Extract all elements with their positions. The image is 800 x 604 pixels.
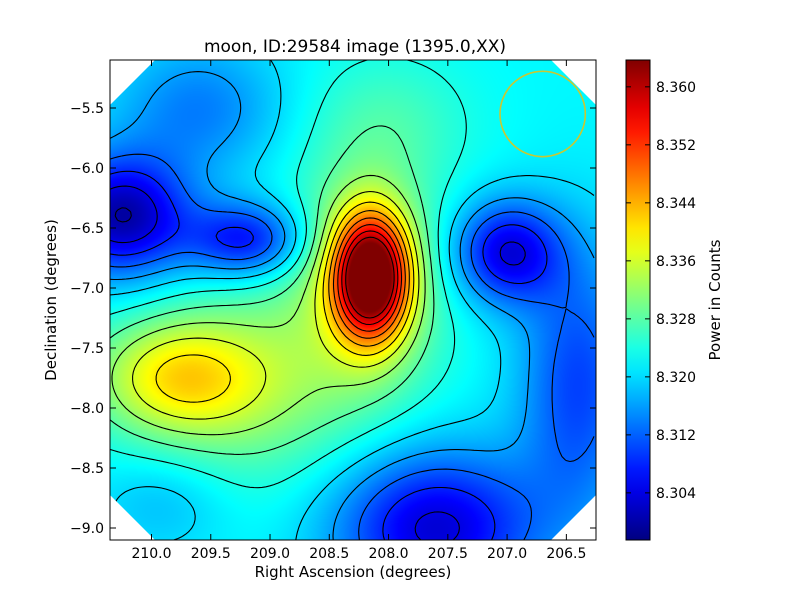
y-tick-label: −9.0 (70, 521, 104, 537)
y-tick-label: −8.0 (70, 401, 104, 417)
x-tick-label: 207.5 (428, 546, 468, 562)
contour-lines (110, 60, 595, 540)
contour-line (341, 230, 399, 326)
contour-line (110, 185, 526, 540)
colorbar-frame (625, 59, 651, 541)
colorbar-tick-label: 8.328 (656, 312, 696, 328)
heatmap-image (110, 60, 596, 540)
contour-line (114, 207, 132, 223)
contour-line (132, 190, 420, 420)
x-tick-label: 206.5 (546, 546, 586, 562)
plot-frame (109, 59, 597, 541)
x-tick-label: 208.5 (309, 546, 349, 562)
contour-line (110, 71, 595, 540)
x-tick-label: 210.0 (131, 546, 171, 562)
chart-title: moon, ID:29584 image (1395.0,XX) (204, 37, 506, 57)
contour-line (110, 170, 548, 540)
contour-line (337, 224, 403, 332)
y-tick-label: −6.5 (70, 221, 104, 237)
contour-line (345, 236, 395, 319)
x-axis-ticks: 210.0 209.5 209.0 208.5 208.0 207.5 207.0 206.5 (131, 60, 586, 562)
plot-area: 210.0 209.5 209.0 208.5 208.0 207.5 207.0 206.5… (70, 59, 597, 562)
colorbar-tick-label: 8.312 (656, 428, 696, 444)
x-tick-label: 207.0 (487, 546, 527, 562)
colorbar-gradient (626, 60, 650, 540)
colorbar: 8.304 8.312 8.320 8.328 8.336 8.344 8.352 8.360… (625, 59, 724, 541)
y-tick-label: −6.0 (70, 161, 104, 177)
colorbar-tick-label: 8.336 (656, 254, 696, 270)
annotations (499, 70, 587, 158)
contour-line (110, 60, 467, 489)
colorbar-tick-label: 8.320 (656, 370, 696, 386)
contour-line (332, 217, 406, 339)
contour-line (110, 125, 435, 455)
contour-line (110, 153, 595, 540)
colorbar-tick-label: 8.344 (656, 196, 696, 212)
beam-circle (499, 70, 587, 158)
y-axis-ticks: −5.5 −6.0 −6.5 −7.0 −7.5 −8.0 −8.5 −9.0 (70, 101, 596, 537)
y-tick-label: −7.5 (70, 341, 104, 357)
y-tick-label: −5.5 (70, 101, 104, 117)
y-tick-label: −7.0 (70, 281, 104, 297)
colorbar-ticks: 8.304 8.312 8.320 8.328 8.336 8.344 8.352 8.360 (626, 80, 696, 502)
colorbar-tick-label: 8.352 (656, 138, 696, 154)
colorbar-tick-label: 8.304 (656, 486, 696, 502)
x-tick-label: 209.5 (191, 546, 231, 562)
colorbar-label: Power in Counts (706, 239, 724, 360)
x-tick-label: 208.0 (369, 546, 409, 562)
contour-line (155, 201, 415, 403)
y-tick-label: −8.5 (70, 461, 104, 477)
contour-line (111, 174, 426, 436)
y-axis-label: Declination (degrees) (42, 219, 60, 381)
contour-line (328, 210, 410, 347)
x-axis-label: Right Ascension (degrees) (255, 563, 452, 581)
colorbar-tick-label: 8.360 (656, 80, 696, 96)
x-tick-label: 209.0 (250, 546, 290, 562)
